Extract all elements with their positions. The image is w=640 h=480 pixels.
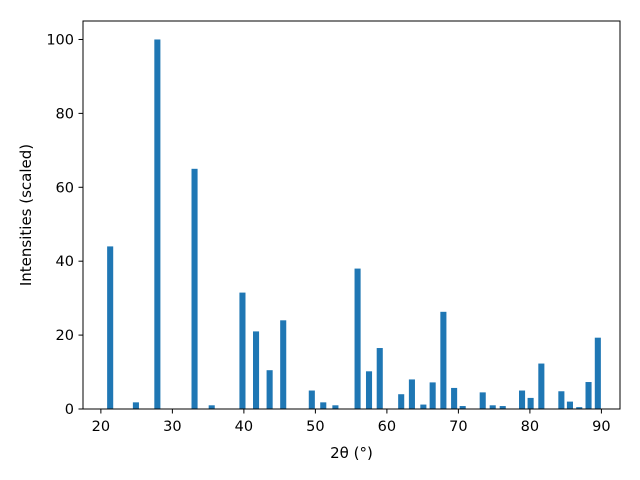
bar-22 xyxy=(479,392,486,409)
bar-8 xyxy=(280,320,287,409)
bar-32 xyxy=(594,337,601,409)
bar-7 xyxy=(266,370,273,409)
bar-30 xyxy=(576,407,583,409)
bar-6 xyxy=(253,331,260,409)
bar-31 xyxy=(585,382,592,409)
bar-26 xyxy=(527,397,534,409)
bar-0 xyxy=(107,246,114,409)
x-tick-label-1: 30 xyxy=(163,419,181,435)
x-tick-label-0: 20 xyxy=(92,419,110,435)
y-tick-label-0: 0 xyxy=(65,402,74,418)
x-tick-label-7: 90 xyxy=(592,419,610,435)
bar-11 xyxy=(332,405,339,409)
bar-5 xyxy=(239,292,246,409)
bar-29 xyxy=(566,401,573,409)
bar-27 xyxy=(538,363,545,409)
x-tick-label-5: 70 xyxy=(449,419,467,435)
bar-16 xyxy=(408,379,415,409)
plot-frame xyxy=(82,20,621,410)
x-tick-label-2: 40 xyxy=(235,419,253,435)
bar-19 xyxy=(440,311,447,409)
x-tick-label-3: 50 xyxy=(306,419,324,435)
x-tick-label-6: 80 xyxy=(521,419,539,435)
x-tick-label-4: 60 xyxy=(378,419,396,435)
y-tick-label-4: 80 xyxy=(56,106,74,122)
bar-15 xyxy=(398,394,405,409)
bar-21 xyxy=(459,406,466,409)
y-axis-label: Intensities (scaled) xyxy=(17,144,35,286)
bar-10 xyxy=(320,402,327,409)
bar-2 xyxy=(154,39,161,409)
bar-18 xyxy=(429,382,436,409)
bar-24 xyxy=(499,406,506,409)
bar-3 xyxy=(191,168,198,409)
bar-14 xyxy=(376,348,383,409)
bars-group xyxy=(107,39,601,409)
bar-20 xyxy=(451,387,458,409)
x-axis-ticks: 20 30 40 50 60 70 80 90 xyxy=(92,409,611,435)
y-tick-label-5: 100 xyxy=(46,32,74,48)
bar-1 xyxy=(132,402,139,409)
y-tick-label-3: 60 xyxy=(56,180,74,196)
bar-13 xyxy=(365,371,373,409)
x-axis-label: 2θ (°) xyxy=(330,444,373,462)
bar-25 xyxy=(518,390,526,409)
bar-4 xyxy=(208,405,215,409)
y-tick-label-2: 40 xyxy=(56,254,74,270)
bar-28 xyxy=(558,391,565,409)
bar-17 xyxy=(420,404,427,409)
y-axis-ticks: 0 20 40 60 80 100 xyxy=(46,32,83,418)
bar-12 xyxy=(354,268,361,409)
y-tick-label-1: 20 xyxy=(56,328,74,344)
bar-9 xyxy=(308,390,315,409)
bar-23 xyxy=(489,405,496,409)
